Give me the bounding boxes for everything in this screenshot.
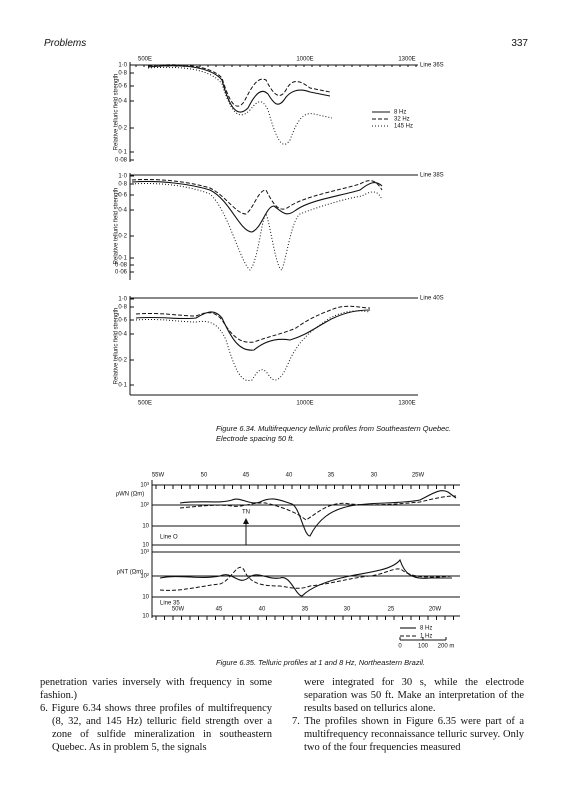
scale-label: 200 m: [438, 644, 455, 650]
y-tick-label: 10²: [140, 574, 149, 580]
x-tick-label: 1000E: [296, 401, 313, 407]
x-tick-label: 40: [286, 473, 293, 479]
figure-caption: Figure 6.35. Telluric profiles at 1 and …: [216, 658, 425, 667]
x-tick-label: 50W: [172, 607, 185, 613]
x-tick-label: 500E: [138, 57, 152, 63]
right-column: were integrated for 30 s, while the elec…: [292, 676, 524, 754]
y-tick-label: 0·2: [118, 126, 127, 132]
legend-label: 1 Hz: [420, 634, 432, 640]
line-label: Line 38S: [420, 173, 444, 179]
line-label: Line 36S: [420, 63, 444, 69]
left-column: penetration varies inversely with freque…: [40, 676, 272, 754]
legend-label: 145 Hz: [394, 124, 413, 130]
y-tick-label: 0·8: [118, 71, 127, 77]
y-tick-label: 10²: [140, 503, 149, 509]
problem: 6. Figure 6.34 shows three profiles of m…: [40, 703, 272, 753]
y-tick-label: 0·06: [115, 270, 128, 276]
y-tick-label: 0·2: [118, 358, 127, 364]
figure-635-frame: [151, 480, 460, 641]
x-tick-label: 25: [388, 607, 395, 613]
x-tick-label: 25W: [412, 473, 425, 479]
y-axis-label: Relative telluric field strength: [114, 74, 120, 151]
y-tick-label: 0·1: [118, 256, 127, 262]
y-axis-label: Relative telluric field strength: [114, 188, 120, 265]
y-tick-label: 0·8: [118, 305, 127, 311]
x-tick-label: 50: [201, 473, 208, 479]
y-tick-label: 10³: [140, 483, 149, 489]
line-label: Line O: [160, 535, 178, 541]
y-tick-label: 0·1: [118, 383, 127, 389]
x-tick-label: 30: [344, 607, 351, 613]
problem: 7. The profiles shown in Figure 6.35 wer…: [292, 716, 524, 753]
section-title: Problems: [44, 38, 87, 49]
y-tick-label: 1·0: [118, 63, 127, 69]
y-tick-label: 0·1: [118, 150, 127, 156]
y-axis-label: ρWN (Ωm): [116, 492, 145, 498]
legend-label: 8 Hz: [420, 626, 432, 632]
x-tick-label: 35: [328, 473, 335, 479]
x-tick-label: 1300E: [398, 401, 415, 407]
y-tick-label: 0·2: [118, 234, 127, 240]
x-tick-label: 500E: [138, 401, 152, 407]
scale-label: 0: [398, 644, 402, 650]
y-tick-label: 1·0: [118, 297, 127, 303]
x-tick-label: 45: [243, 473, 250, 479]
x-tick-label: 30: [371, 473, 378, 479]
y-tick-label: 0·08: [115, 263, 128, 269]
y-tick-label: 10³: [140, 550, 149, 556]
x-tick-label: 1000E: [296, 57, 313, 63]
y-tick-label: 0·4: [118, 332, 127, 338]
paragraph: penetration varies inversely with freque…: [40, 677, 272, 701]
figure-caption: Figure 6.34. Multifrequency telluric pro…: [216, 424, 452, 443]
x-tick-label: 40: [259, 607, 266, 613]
page-number: 337: [511, 38, 528, 49]
paragraph: were integrated for 30 s, while the elec…: [304, 677, 524, 714]
figure-634-frame: [129, 62, 418, 396]
legend-label: 32 Hz: [394, 117, 410, 123]
line-label: Line 40S: [420, 296, 444, 302]
y-tick-label: 0·4: [118, 99, 127, 105]
marker-label: TN: [242, 510, 250, 516]
y-tick-label: 10: [142, 524, 149, 530]
y-tick-label: 0·8: [118, 182, 127, 188]
y-tick-label: 10: [142, 595, 149, 601]
y-axis-label: Relative telluric field strength: [114, 308, 120, 385]
line-label: Line 35: [160, 601, 180, 607]
y-tick-label: 0·4: [118, 208, 127, 214]
x-tick-label: 20W: [429, 607, 442, 613]
y-tick-label: 0·6: [118, 84, 127, 90]
x-tick-label: 35: [302, 607, 309, 613]
x-tick-label: 55W: [152, 473, 165, 479]
y-tick-label: 0·08: [115, 158, 128, 164]
y-tick-label: 10: [142, 543, 149, 549]
x-tick-label: 45: [216, 607, 223, 613]
y-tick-label: 10: [142, 614, 149, 620]
profile-curves: [131, 64, 390, 381]
y-axis-label: ρNT (Ωm): [117, 570, 143, 576]
x-tick-label: 1300E: [398, 57, 415, 63]
y-tick-label: 0·6: [118, 318, 127, 324]
y-tick-label: 1·0: [118, 174, 127, 180]
y-tick-label: 0·6: [118, 193, 127, 199]
scale-label: 100: [418, 644, 429, 650]
legend-label: 8 Hz: [394, 110, 406, 116]
